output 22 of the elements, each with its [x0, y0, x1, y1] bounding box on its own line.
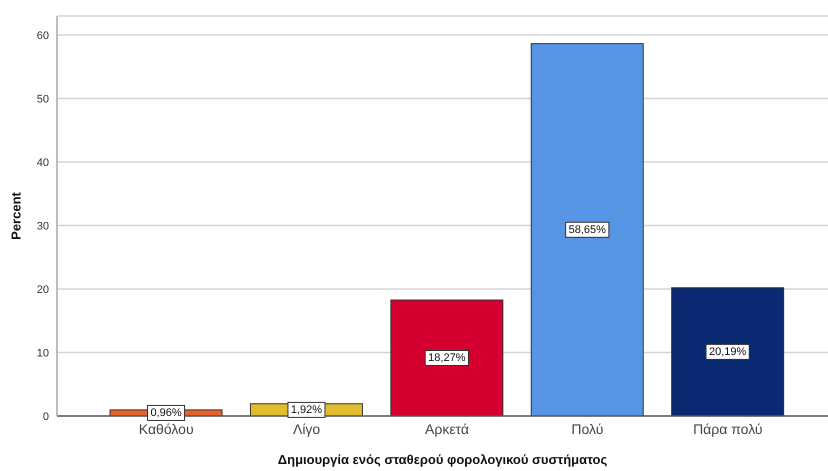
y-tick-label: 60: [36, 30, 49, 42]
data-label: 18,27%: [428, 352, 466, 364]
data-label: 20,19%: [708, 346, 747, 358]
data-label: 1,92%: [290, 404, 322, 416]
x-tick-label: Αρκετά: [425, 420, 469, 437]
x-tick-label: Καθόλου: [138, 420, 194, 437]
y-tick-label: 50: [36, 93, 49, 106]
y-axis-title: Percent: [8, 191, 24, 240]
bar: [390, 300, 504, 416]
x-tick-label: Πολύ: [571, 420, 604, 437]
data-label: 0,96%: [150, 406, 182, 419]
data-label: 58,65%: [568, 224, 606, 236]
y-tick-label: 30: [36, 220, 49, 232]
y-tick-label: 10: [36, 347, 49, 360]
x-axis-title: Δημιουργία ενός σταθερού φορολογικού συστήματος: [278, 452, 608, 467]
x-tick-label: Πάρα πολύ: [693, 420, 763, 437]
x-tick-label: Λίγο: [292, 420, 320, 437]
bar: [530, 43, 644, 416]
y-tick-label: 20: [36, 284, 49, 296]
y-tick-label: 0: [42, 410, 49, 423]
bar: [671, 287, 784, 416]
y-tick-label: 40: [36, 156, 49, 169]
